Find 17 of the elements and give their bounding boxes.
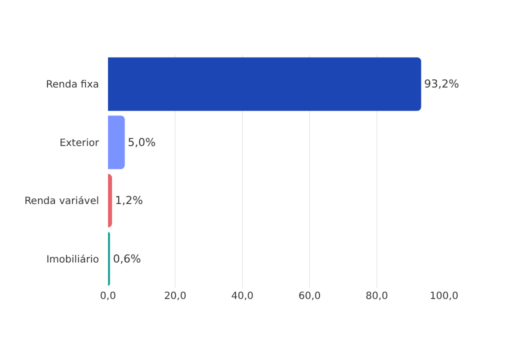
y-tick-label: Renda variável: [24, 196, 99, 208]
x-tick-label: 80,0: [366, 291, 388, 302]
y-tick-label: Exterior: [60, 138, 100, 149]
x-tick-label: 100,0: [430, 291, 458, 302]
x-tick-label: 20,0: [164, 291, 186, 302]
data-label: 5,0%: [128, 136, 156, 149]
y-tick-label: Imobiliário: [46, 254, 99, 266]
bar: [108, 116, 125, 170]
bar: [108, 174, 112, 228]
x-tick-label: 0,0: [100, 291, 116, 302]
data-label: 93,2%: [424, 78, 460, 91]
x-tick-label: 60,0: [298, 291, 321, 302]
bar: [108, 57, 422, 111]
x-tick-label: 40,0: [231, 291, 254, 302]
y-tick-label: Renda fixa: [46, 80, 99, 91]
data-label: 0,6%: [113, 252, 141, 266]
data-label: 1,2%: [115, 194, 143, 208]
